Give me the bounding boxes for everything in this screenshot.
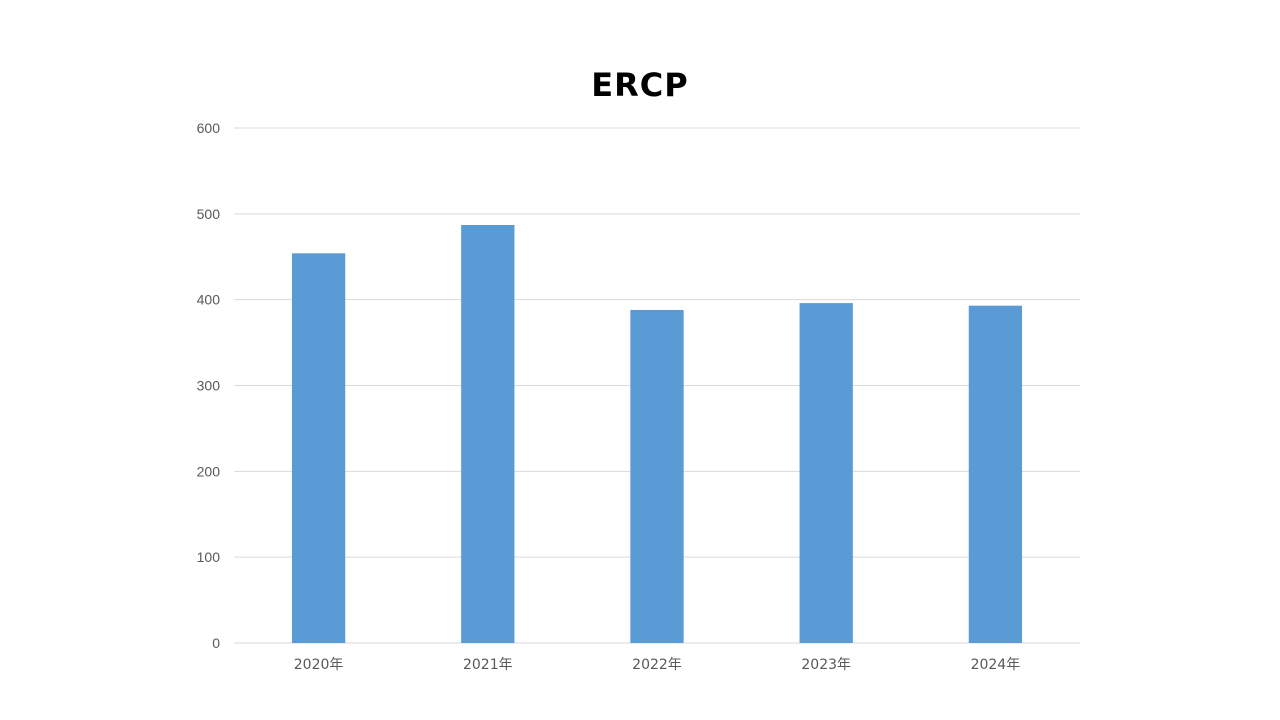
y-tick-label: 300 <box>197 378 221 394</box>
bar-4 <box>968 305 1023 643</box>
chart-title: ERCP <box>591 66 689 104</box>
y-tick-label: 600 <box>197 120 221 136</box>
x-category-label: 2021年 <box>463 657 513 673</box>
bar-3 <box>799 303 853 643</box>
y-axis-ticks: 0 100 200 300 400 500 600 <box>197 120 221 651</box>
y-tick-label: 200 <box>197 463 221 479</box>
x-category-label: 2023年 <box>801 657 851 673</box>
y-tick-label: 0 <box>212 635 220 651</box>
x-axis-categories: 2020年 2021年 2022年 2023年 2024年 <box>294 657 1020 673</box>
y-tick-label: 100 <box>197 549 221 565</box>
x-category-label: 2020年 <box>294 657 344 673</box>
x-category-label: 2022年 <box>632 657 682 673</box>
x-category-label: 2024年 <box>971 657 1021 673</box>
bar-0 <box>291 253 346 644</box>
bar-2 <box>630 309 684 643</box>
y-tick-label: 400 <box>197 292 221 308</box>
bar-1 <box>461 224 515 643</box>
y-tick-label: 500 <box>197 206 221 222</box>
bars <box>291 224 1023 644</box>
